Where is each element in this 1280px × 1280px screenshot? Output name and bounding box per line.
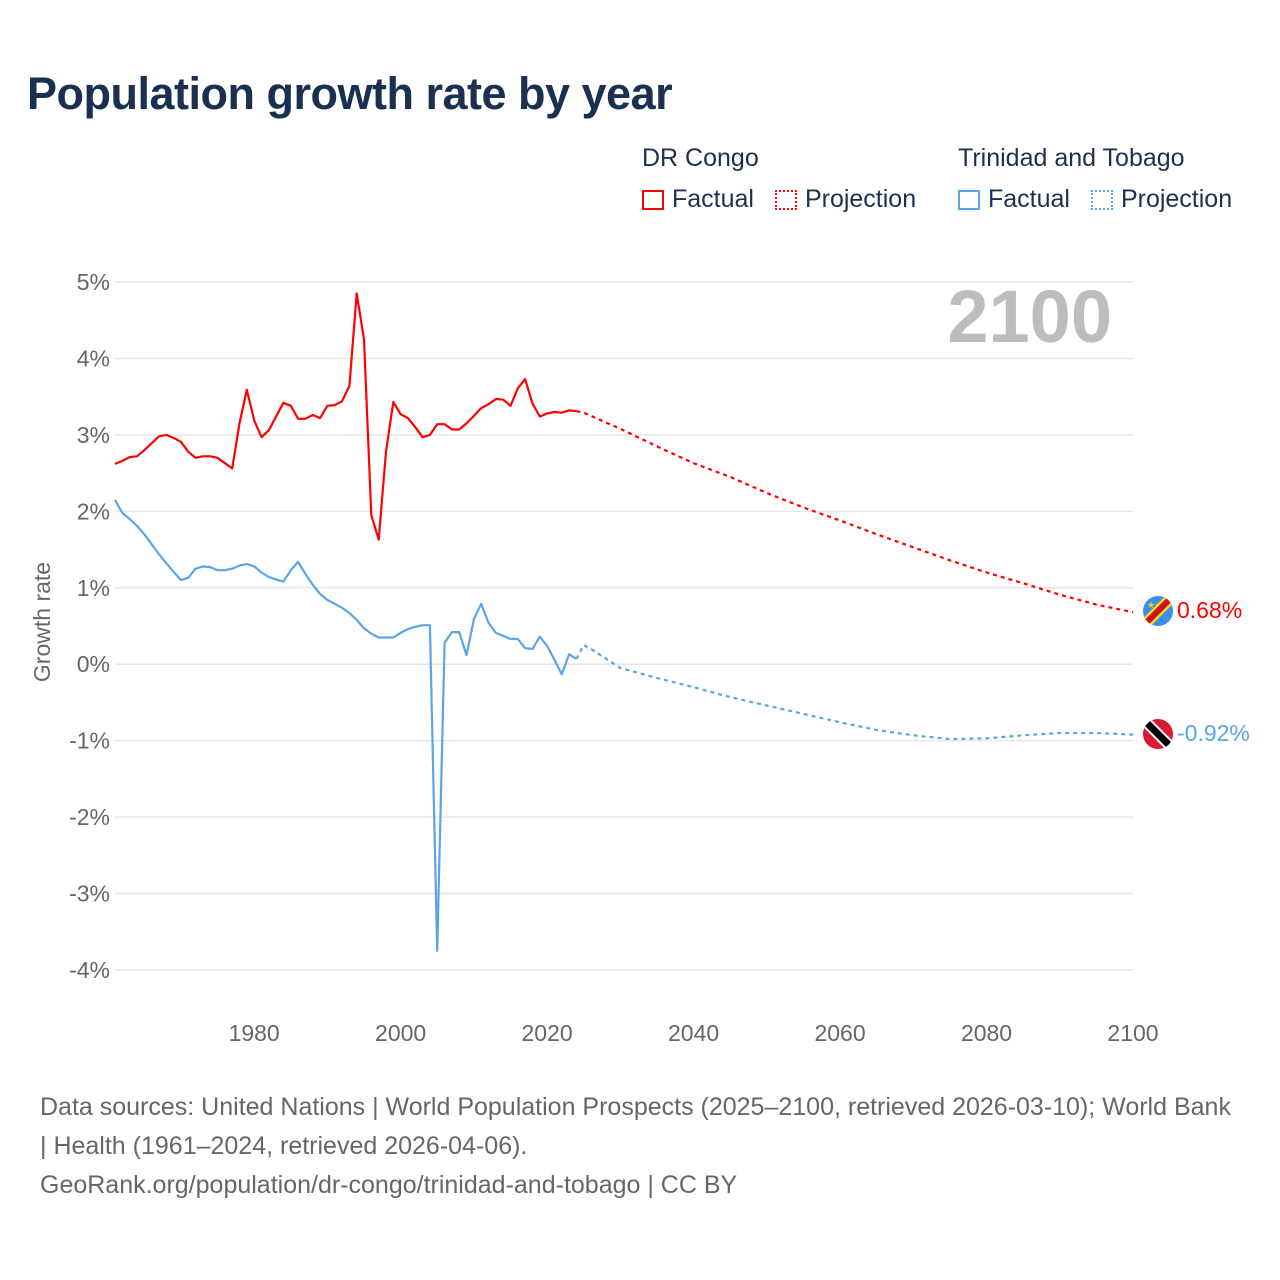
- legend-item-factual[interactable]: Factual: [642, 185, 754, 214]
- y-axis-label: Growth rate: [29, 562, 55, 682]
- trinidad-projection-line: [575, 644, 1134, 741]
- legend-label: Projection: [804, 185, 917, 213]
- svg-text:★: ★: [1147, 600, 1155, 610]
- footer: Data sources: United Nations | World Pop…: [40, 1088, 1240, 1205]
- legend-group-label: DR Congo: [642, 144, 759, 172]
- legend-trinidad-and-tobago: Trinidad and Tobago Factual Projection: [958, 144, 1246, 217]
- y-tick-label: -3%: [69, 881, 110, 907]
- current-year-label: 2100: [947, 275, 1112, 358]
- dr-congo-projection-line: [576, 410, 1134, 614]
- trinidad-end-label: -0.92%: [1177, 720, 1250, 746]
- y-tick-label: -2%: [69, 804, 110, 830]
- legend-item-projection[interactable]: Projection: [774, 185, 917, 214]
- x-tick-label: 2000: [375, 1020, 426, 1046]
- legend-swatch-solid: [958, 189, 980, 210]
- chart-plot: 5% 4% 3% 2% 1% 0% -1% -2% -3% -4% 1980 2000 2020 2040…: [29, 269, 1250, 1046]
- y-tick-label: 2%: [77, 498, 110, 524]
- legend-item-factual[interactable]: Factual: [958, 185, 1070, 214]
- legend-swatch-solid: [642, 189, 664, 210]
- y-tick-label: 5%: [77, 269, 110, 295]
- y-tick-label: -1%: [69, 728, 110, 754]
- dr-congo-flag-icon: ★: [1143, 596, 1173, 626]
- dr-congo-end-label: 0.68%: [1177, 597, 1242, 623]
- data-sources: Data sources: United Nations | World Pop…: [40, 1093, 1231, 1160]
- x-tick-label: 1980: [229, 1020, 280, 1046]
- x-tick-label: 2100: [1107, 1020, 1158, 1046]
- legend-swatch-dotted: [774, 189, 797, 210]
- y-tick-label: 4%: [77, 345, 110, 371]
- x-tick-label: 2060: [814, 1020, 865, 1046]
- y-tick-label: 3%: [77, 422, 110, 448]
- source-link[interactable]: GeoRank.org/population/dr-congo/trinidad…: [40, 1171, 738, 1199]
- legend-item-projection[interactable]: Projection: [1090, 185, 1233, 214]
- legend-swatch-dotted: [1090, 189, 1113, 210]
- x-tick-label: 2040: [668, 1020, 719, 1046]
- chart-title: Population growth rate by year: [27, 68, 673, 119]
- legend-group-label: Trinidad and Tobago: [958, 144, 1185, 172]
- y-tick-label: -4%: [69, 957, 110, 983]
- x-tick-label: 2080: [961, 1020, 1012, 1046]
- y-tick-label: 1%: [77, 575, 110, 601]
- trinidad-factual-line: [114, 499, 577, 952]
- dr-congo-factual-line: [114, 292, 577, 541]
- legend-label: Projection: [1120, 185, 1233, 213]
- x-tick-label: 2020: [522, 1020, 573, 1046]
- y-tick-label: 0%: [77, 651, 110, 677]
- legend-label: Factual: [672, 185, 754, 213]
- legend-dr-congo: DR Congo Factual Projection: [642, 144, 930, 217]
- trinidad-and-tobago-flag-icon: [1143, 719, 1173, 749]
- legend-label: Factual: [988, 185, 1070, 213]
